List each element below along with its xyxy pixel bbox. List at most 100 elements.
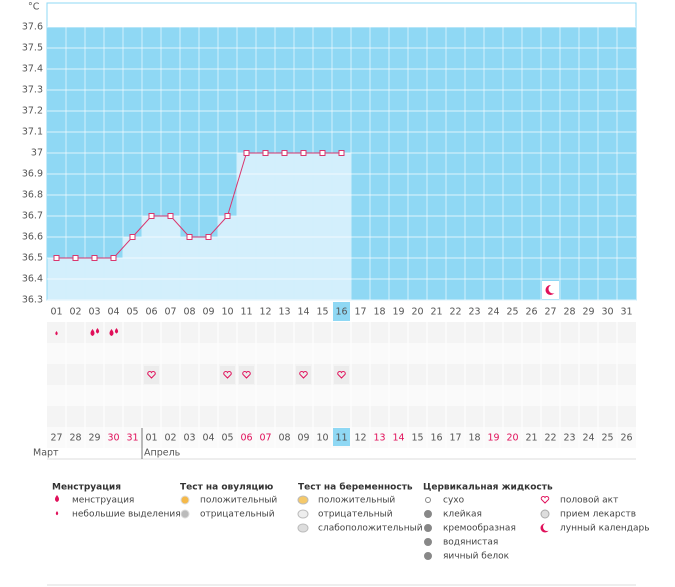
- y-tick-label: 37.6: [22, 22, 43, 33]
- cycle-day-label: 11: [240, 307, 252, 318]
- date-label: 15: [411, 433, 423, 444]
- cycle-day-label: 05: [126, 307, 138, 318]
- legend-icon: [55, 495, 59, 502]
- temperature-column: [332, 153, 351, 300]
- y-tick-label: 37.1: [22, 127, 43, 138]
- current-date-highlight: [333, 428, 350, 446]
- lunar-icon: [548, 284, 558, 294]
- temperature-point: [53, 255, 60, 261]
- intercourse-icon: [299, 371, 308, 379]
- cycle-day-label: 26: [525, 307, 537, 318]
- legend-item: половой акт: [560, 496, 618, 506]
- date-label: 25: [601, 433, 613, 444]
- temperature-point: [300, 150, 307, 156]
- temperature-point: [319, 150, 326, 156]
- legend-icon: [540, 509, 550, 519]
- date-label: 20: [506, 433, 518, 444]
- intercourse-cell: [296, 366, 311, 384]
- cycle-day-label: 03: [88, 307, 100, 318]
- legend-item: небольшие выделения: [72, 510, 181, 520]
- y-tick-label: 37.5: [22, 43, 43, 54]
- cycle-day-label: 02: [69, 307, 81, 318]
- y-tick-label: 37.4: [22, 64, 43, 75]
- cycle-day-label: 17: [354, 307, 366, 318]
- legend-item: отрицательный: [318, 510, 393, 520]
- legend-item: прием лекарств: [560, 510, 636, 520]
- temperature-point: [186, 234, 193, 240]
- legend-item: клейкая: [443, 510, 482, 520]
- cycle-day-label: 01: [50, 307, 62, 318]
- temperature-point: [262, 150, 269, 156]
- menstruation-icon: [109, 329, 114, 336]
- temperature-column: [180, 237, 199, 300]
- temperature-column: [275, 153, 294, 300]
- date-label: 29: [88, 433, 100, 444]
- date-label: 04: [202, 433, 214, 444]
- date-label: 06: [240, 433, 252, 444]
- legend-icon: [297, 495, 309, 505]
- temperature-point: [148, 213, 155, 219]
- cycle-day-label: 09: [202, 307, 214, 318]
- cycle-day-label: 21: [430, 307, 442, 318]
- temperature-column: [256, 153, 275, 300]
- y-tick-label: 37.2: [22, 106, 43, 117]
- date-label: 17: [449, 433, 461, 444]
- legend-item: положительный: [200, 496, 277, 506]
- temperature-line: [56, 152, 342, 259]
- y-tick-label: 36.4: [22, 274, 43, 285]
- date-label: 18: [468, 433, 480, 444]
- intercourse-cell: [220, 366, 235, 384]
- menstruation-icon: [114, 328, 119, 334]
- cycle-day-label: 14: [297, 307, 309, 318]
- intercourse-icon: [223, 371, 232, 379]
- menstruation-icon: [95, 328, 100, 334]
- y-tick-label: 36.8: [22, 190, 43, 201]
- row-band: [47, 322, 636, 343]
- legend-group-title: Цервикальная жидкость: [423, 483, 553, 493]
- date-label: 10: [316, 433, 328, 444]
- temperature-point: [129, 234, 136, 240]
- cycle-day-label: 19: [392, 307, 404, 318]
- y-tick-label: 36.6: [22, 232, 43, 243]
- cycle-day-label: 15: [316, 307, 328, 318]
- cycle-day-label: 13: [278, 307, 290, 318]
- date-label: 07: [259, 433, 271, 444]
- date-label: 24: [582, 433, 594, 444]
- date-label: 26: [620, 433, 632, 444]
- cycle-day-label: 16: [335, 307, 347, 318]
- legend-item: водянистая: [443, 538, 498, 548]
- cycle-day-label: 20: [411, 307, 423, 318]
- intercourse-icon: [242, 371, 251, 379]
- row-band: [47, 385, 636, 406]
- cycle-day-label: 18: [373, 307, 385, 318]
- y-tick-label: 36.9: [22, 169, 43, 180]
- temperature-column: [294, 153, 313, 300]
- y-tick-label: 36.3: [22, 295, 43, 306]
- cycle-day-label: 10: [221, 307, 233, 318]
- legend-item: лунный календарь: [560, 524, 650, 534]
- legend-item: отрицательный: [200, 510, 275, 520]
- date-label: 11: [335, 433, 347, 444]
- row-band: [47, 343, 636, 364]
- legend-icon: [424, 538, 432, 546]
- temperature-point: [338, 150, 345, 156]
- temperature-column: [199, 237, 218, 300]
- legend-item: слабоположительный: [318, 524, 423, 534]
- cycle-day-label: 28: [563, 307, 575, 318]
- legend-icon: [55, 511, 59, 516]
- legend-item: менструация: [72, 496, 134, 506]
- legend-icon: [424, 510, 432, 518]
- temperature-point: [91, 255, 98, 261]
- date-label: 21: [525, 433, 537, 444]
- temperature-point: [167, 213, 174, 219]
- date-label: 30: [107, 433, 119, 444]
- legend-icon: [543, 523, 551, 531]
- date-label: 27: [50, 433, 62, 444]
- temperature-column: [123, 237, 142, 300]
- legend-icon: [297, 523, 309, 533]
- legend-item: яичный белок: [443, 552, 510, 562]
- temperature-point: [205, 234, 212, 240]
- date-label: 08: [278, 433, 290, 444]
- cycle-day-label: 30: [601, 307, 613, 318]
- y-tick-label: 36.5: [22, 253, 43, 264]
